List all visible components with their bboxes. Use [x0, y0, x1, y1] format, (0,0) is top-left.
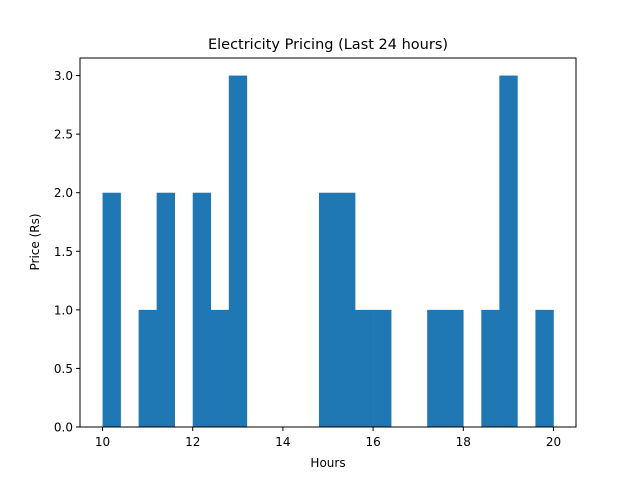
y-tick-label: 0.5: [54, 362, 73, 376]
x-tick-label: 10: [95, 435, 110, 449]
x-tick-label: 20: [546, 435, 561, 449]
y-axis-label: Price (Rs): [28, 213, 42, 270]
bars-group: [102, 75, 554, 427]
histogram-bar: [210, 309, 230, 427]
y-tick-label: 1.5: [54, 245, 73, 259]
y-tick-label: 0.0: [54, 421, 73, 435]
histogram-bar: [481, 309, 500, 427]
chart-title: Electricity Pricing (Last 24 hours): [208, 37, 448, 53]
histogram-bar: [228, 75, 248, 427]
x-tick-label: 14: [275, 435, 290, 449]
x-tick-label: 18: [456, 435, 471, 449]
histogram-bar: [318, 192, 338, 427]
histogram-bar: [427, 309, 446, 427]
y-tick-label: 3.0: [54, 69, 73, 83]
x-axis-label: Hours: [310, 456, 345, 470]
y-tick-label: 1.0: [54, 303, 73, 317]
histogram-bar: [535, 309, 554, 427]
histogram-bar: [445, 309, 464, 427]
histogram-bar: [373, 309, 392, 427]
plot-frame: [79, 57, 577, 428]
y-tick-label: 2.5: [54, 128, 73, 142]
histogram-bar: [192, 192, 212, 427]
histogram-bar: [102, 192, 121, 427]
histogram-bar: [355, 309, 374, 427]
histogram-bar: [156, 192, 175, 427]
histogram-bar: [499, 75, 518, 427]
y-axis-ticks: 0.0 0.5 1.0 1.5 2.0 2.5 3.0: [54, 69, 80, 435]
y-tick-label: 2.0: [54, 186, 73, 200]
x-axis-ticks: 10 12 14 16 18 20: [95, 427, 561, 449]
histogram-bar: [337, 192, 356, 427]
histogram-bar: [138, 309, 157, 427]
x-tick-label: 16: [365, 435, 380, 449]
x-tick-label: 12: [185, 435, 200, 449]
